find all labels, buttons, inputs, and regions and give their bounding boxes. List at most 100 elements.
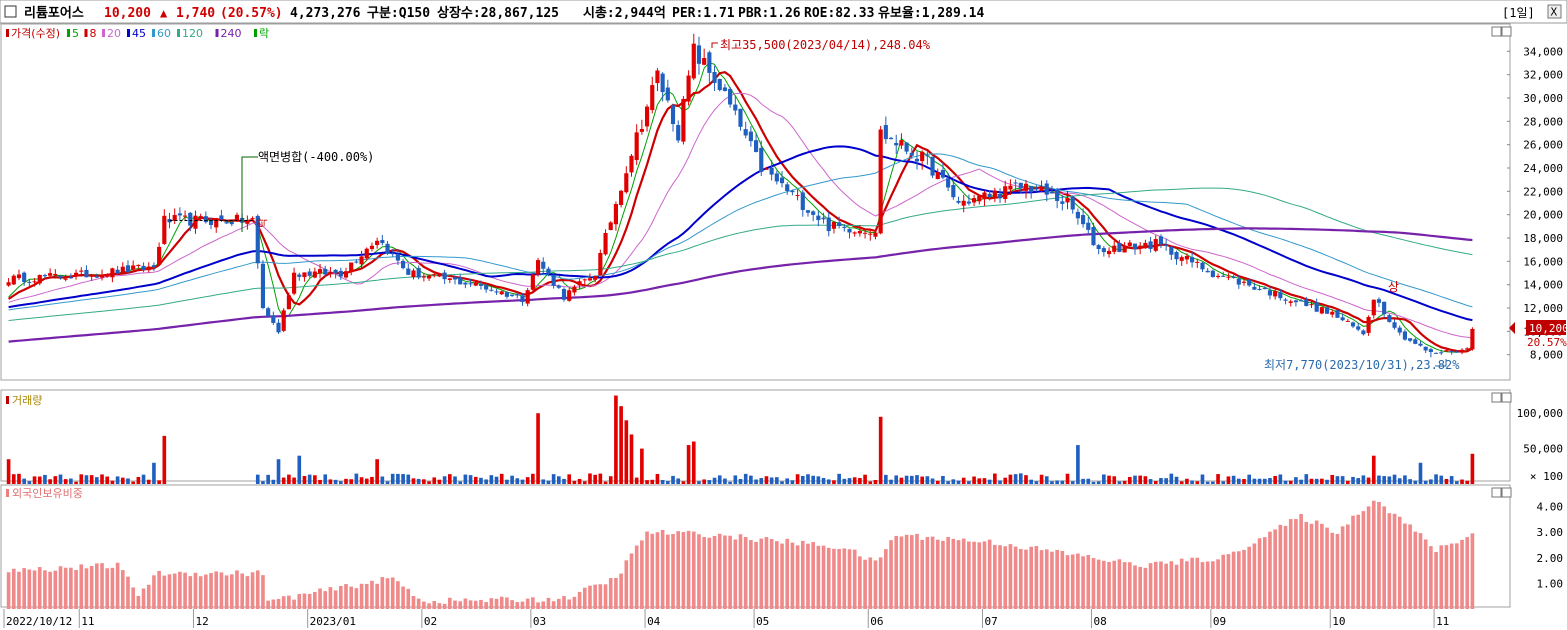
candle bbox=[364, 247, 369, 261]
legend-label: 8 bbox=[90, 27, 97, 40]
x-tick-label: 12 bbox=[195, 615, 208, 628]
volume-bar bbox=[582, 481, 587, 484]
foreign-bar bbox=[780, 543, 784, 609]
foreign-bar bbox=[1283, 525, 1288, 609]
volume-bar bbox=[1200, 474, 1205, 484]
stock-name: 리튬포어스 bbox=[24, 5, 84, 21]
foreign-bar bbox=[338, 585, 343, 609]
foreign-bar bbox=[152, 575, 156, 609]
foreign-bar bbox=[899, 536, 904, 609]
candle bbox=[748, 126, 753, 147]
foreign-bar bbox=[634, 545, 639, 609]
volume-bar bbox=[157, 480, 161, 484]
volume-bar bbox=[1169, 473, 1174, 484]
volume-bar bbox=[717, 475, 722, 484]
foreign-bar bbox=[53, 570, 58, 609]
panel-close-icon[interactable] bbox=[1501, 487, 1512, 498]
volume-bar bbox=[614, 395, 618, 484]
candle bbox=[1231, 274, 1236, 279]
volume-bar bbox=[1449, 476, 1454, 484]
volume-bar bbox=[473, 476, 478, 484]
candle bbox=[380, 235, 385, 246]
foreign-bar bbox=[411, 595, 416, 609]
foreign-bar bbox=[1366, 506, 1371, 609]
foreign-bar bbox=[287, 595, 291, 609]
foreign-bar bbox=[505, 597, 509, 609]
candle bbox=[852, 231, 857, 237]
volume-bar bbox=[998, 480, 1002, 484]
volume-bar bbox=[935, 480, 940, 484]
volume-bar bbox=[541, 479, 546, 484]
foreign-bar bbox=[1470, 533, 1475, 609]
volume-bar bbox=[1413, 480, 1418, 484]
ma-line-240 bbox=[8, 227, 1473, 343]
foreign-bar bbox=[178, 571, 182, 609]
foreign-bar bbox=[909, 535, 914, 609]
volume-bar bbox=[588, 473, 592, 484]
foreign-bar bbox=[868, 557, 873, 609]
foreign-bar bbox=[1288, 519, 1293, 609]
candle bbox=[774, 170, 779, 185]
foreign-bar bbox=[172, 573, 177, 609]
foreign-bar bbox=[847, 549, 852, 609]
foreign-bar bbox=[146, 584, 151, 609]
volume-bar bbox=[53, 476, 58, 484]
candle bbox=[1449, 350, 1454, 355]
volume-bar bbox=[152, 462, 156, 484]
foreign-bar bbox=[1304, 521, 1309, 609]
panel-close-icon[interactable] bbox=[1501, 392, 1512, 403]
panel-minimize-icon[interactable] bbox=[1491, 487, 1502, 498]
candle bbox=[1444, 349, 1449, 352]
volume-bar bbox=[313, 475, 317, 484]
foreign-bar bbox=[619, 573, 623, 609]
candle bbox=[940, 162, 946, 180]
candle bbox=[333, 269, 338, 279]
foreign-bar bbox=[998, 545, 1002, 609]
foreign-bar bbox=[255, 570, 260, 609]
volume-bar bbox=[416, 478, 421, 484]
candle bbox=[842, 224, 847, 232]
close-button[interactable]: X bbox=[1547, 4, 1562, 19]
panel-frames bbox=[0, 23, 1512, 608]
candle bbox=[738, 108, 743, 131]
reserve-label: 유보율:1,289.14 bbox=[878, 5, 984, 21]
candle bbox=[94, 273, 99, 279]
volume-bar bbox=[1122, 480, 1127, 484]
checkbox[interactable] bbox=[4, 5, 17, 18]
foreign-bar bbox=[1392, 513, 1397, 609]
volume-bar bbox=[645, 480, 649, 484]
volume-bar bbox=[1237, 478, 1241, 484]
volume-bar bbox=[323, 474, 328, 484]
volume-bar bbox=[484, 479, 488, 484]
candle bbox=[1106, 247, 1112, 258]
foreign-bar bbox=[577, 591, 582, 609]
foreign-bar bbox=[645, 531, 649, 609]
volume-bar bbox=[17, 473, 21, 484]
volume-bar bbox=[691, 441, 696, 484]
candle bbox=[442, 269, 447, 284]
volume-bar bbox=[74, 481, 78, 484]
y-tick-label: 24,000 bbox=[1523, 162, 1563, 175]
y-tick-label: 2.00 bbox=[1537, 552, 1564, 565]
panel-close-icon[interactable] bbox=[1501, 26, 1512, 37]
candle bbox=[219, 209, 224, 222]
foreign-bar bbox=[494, 598, 499, 609]
candle bbox=[1257, 285, 1262, 291]
foreign-bar bbox=[136, 595, 141, 609]
panel-minimize-icon[interactable] bbox=[1491, 392, 1502, 403]
candle bbox=[1049, 185, 1055, 194]
volume-bar bbox=[1387, 476, 1392, 484]
foreign-bar bbox=[1387, 513, 1392, 609]
volume-bar bbox=[1216, 474, 1220, 484]
foreign-bar bbox=[422, 601, 426, 609]
candle bbox=[629, 154, 634, 177]
foreign-bar bbox=[188, 576, 193, 609]
panel-minimize-icon[interactable] bbox=[1491, 26, 1502, 37]
period-button[interactable]: [1일] bbox=[1502, 6, 1535, 20]
foreign-bar bbox=[1091, 558, 1096, 609]
volume-bar bbox=[863, 474, 867, 484]
volume-bar bbox=[1091, 481, 1096, 484]
foreign-bar bbox=[84, 568, 89, 609]
foreign-bar bbox=[214, 571, 219, 609]
